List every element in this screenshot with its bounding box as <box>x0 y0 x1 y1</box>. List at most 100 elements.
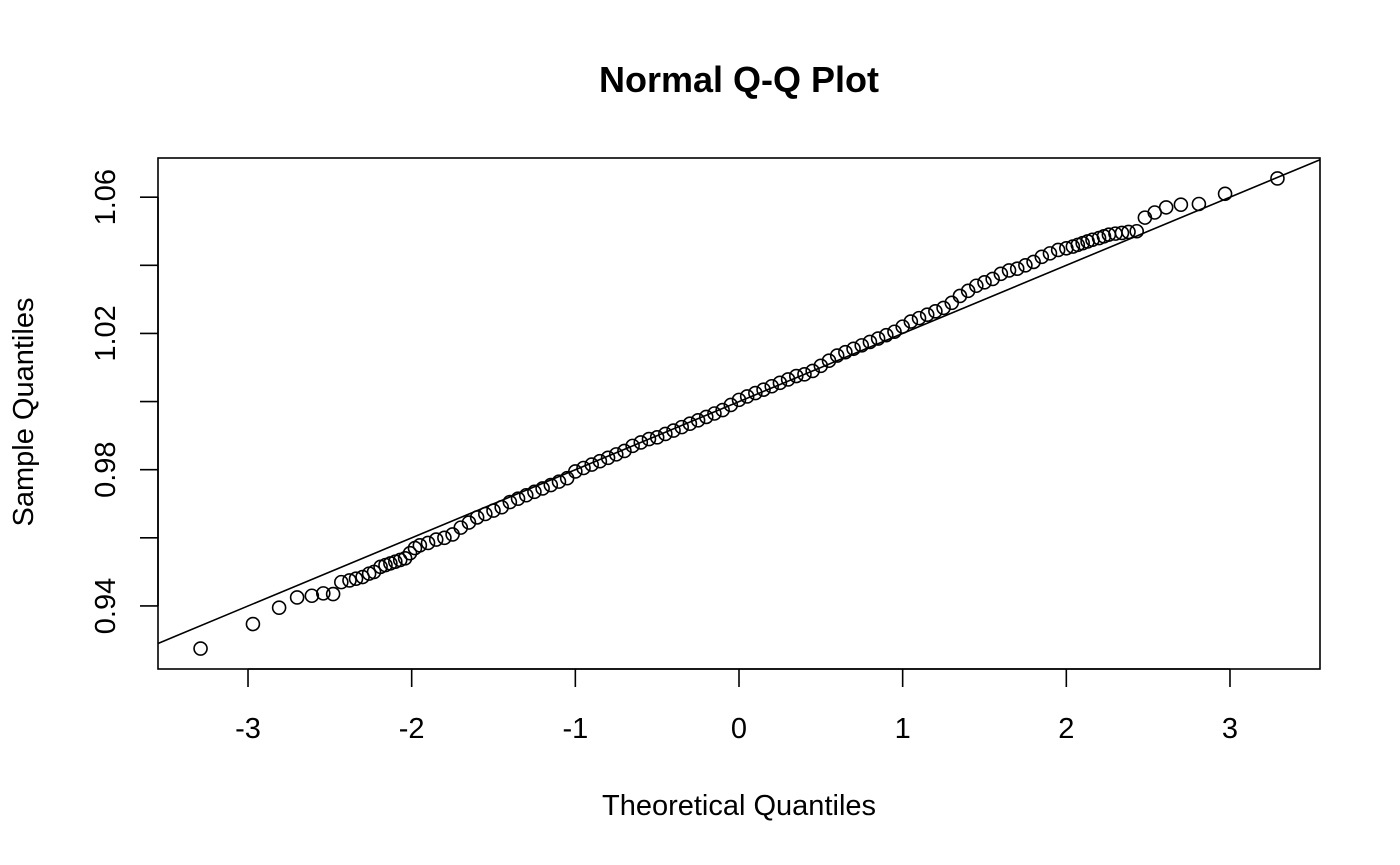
data-point <box>829 348 845 363</box>
x-tick-label: 0 <box>731 713 747 745</box>
data-point <box>690 413 706 428</box>
data-point <box>1018 258 1033 273</box>
data-point <box>437 530 452 546</box>
data-point <box>788 368 804 384</box>
data-point <box>919 307 935 323</box>
x-axis-label: Theoretical Quantiles <box>602 790 876 822</box>
data-point <box>584 457 600 472</box>
data-point <box>1217 186 1233 202</box>
qq-reference-line <box>158 158 1320 645</box>
data-point <box>633 435 649 450</box>
data-point <box>936 300 951 316</box>
data-point <box>1129 223 1144 239</box>
data-point <box>862 334 878 350</box>
data-point <box>748 385 763 401</box>
reference-line-layer <box>158 158 1320 645</box>
data-point <box>821 353 837 368</box>
data-point <box>1034 249 1050 265</box>
data-point <box>420 535 436 551</box>
data-point <box>674 419 690 435</box>
data-point <box>1114 225 1130 241</box>
data-point <box>1121 224 1136 240</box>
data-point <box>666 423 681 438</box>
y-axis: 0.94 0.98 1.02 1.06 <box>90 169 159 634</box>
data-point <box>641 431 657 447</box>
data-point <box>903 314 919 329</box>
data-point <box>510 491 526 506</box>
data-point <box>756 382 771 397</box>
data-point <box>518 487 534 503</box>
plot-frame <box>157 157 1321 670</box>
data-point <box>1026 254 1041 270</box>
data-point <box>1001 263 1017 278</box>
data-point <box>1050 242 1066 258</box>
data-point <box>739 389 755 404</box>
data-point <box>502 494 518 510</box>
data-point <box>551 474 567 489</box>
data-point <box>617 443 632 459</box>
y-axis-label: Sample Quantiles <box>8 298 40 527</box>
data-point <box>608 447 624 462</box>
x-axis: -3 -2 -1 0 1 2 3 <box>235 668 1238 745</box>
data-point <box>494 499 509 515</box>
y-tick-label: 0.94 <box>90 578 122 634</box>
data-point <box>289 590 305 605</box>
data-point <box>960 283 976 299</box>
data-point <box>304 588 320 604</box>
data-point <box>315 586 331 601</box>
data-point <box>535 481 550 496</box>
data-point <box>478 506 493 522</box>
data-point <box>698 409 714 425</box>
data-point <box>977 275 992 290</box>
data-point <box>870 331 886 346</box>
y-tick-label: 1.06 <box>90 169 122 225</box>
data-point <box>764 378 780 394</box>
data-point <box>715 402 730 418</box>
data-point <box>428 532 444 547</box>
data-point <box>952 288 968 304</box>
data-point <box>969 278 984 294</box>
data-point <box>592 453 608 469</box>
data-point <box>397 550 413 566</box>
data-point <box>649 430 665 445</box>
data-point <box>271 600 287 615</box>
data-point <box>325 586 341 602</box>
data-points-layer <box>193 171 1285 656</box>
data-point <box>527 484 542 500</box>
data-point <box>928 303 943 319</box>
data-point <box>445 527 460 542</box>
data-point <box>469 510 485 525</box>
data-point <box>1137 210 1153 225</box>
data-point <box>1270 171 1285 186</box>
data-point <box>985 271 1000 287</box>
x-tick-label: 1 <box>895 713 911 745</box>
data-point <box>453 520 469 535</box>
data-point <box>543 477 559 493</box>
x-tick-label: -1 <box>562 713 588 745</box>
data-point <box>193 641 208 656</box>
x-tick-label: 2 <box>1058 713 1074 745</box>
data-point <box>993 266 1009 282</box>
x-tick-label: -3 <box>235 713 261 745</box>
data-point <box>682 416 698 432</box>
data-point <box>461 515 477 530</box>
data-point <box>568 464 583 479</box>
data-point <box>854 338 870 353</box>
data-point <box>813 358 829 374</box>
data-point <box>772 375 788 391</box>
data-point <box>600 450 616 466</box>
x-tick-label: 3 <box>1222 713 1238 745</box>
data-point <box>887 324 902 340</box>
data-point <box>723 397 739 413</box>
y-tick-label: 0.98 <box>90 441 122 497</box>
data-point <box>412 538 428 553</box>
data-point <box>780 372 796 387</box>
data-point <box>878 327 894 343</box>
data-point <box>838 344 853 360</box>
data-point <box>576 460 591 476</box>
data-point <box>342 573 357 588</box>
data-point <box>911 310 927 326</box>
data-point <box>658 426 673 442</box>
